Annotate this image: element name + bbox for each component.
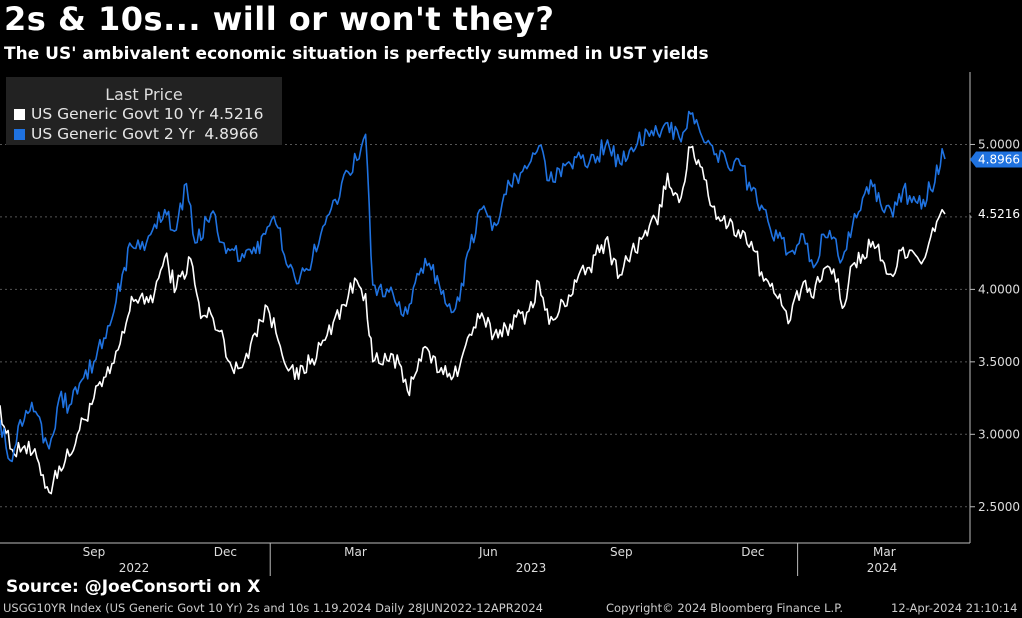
series-line-ten_year [0, 145, 946, 495]
year-label: 2024 [867, 561, 898, 575]
x-tick-label: Jun [478, 545, 498, 559]
y-tick-label: 4.0000 [978, 282, 1020, 296]
legend-swatch-2yr [14, 128, 25, 140]
legend-label-2yr: US Generic Govt 2 Yr [31, 125, 195, 143]
footer-copyright: Copyright© 2024 Bloomberg Finance L.P. [606, 601, 843, 615]
x-tick-label: Dec [741, 545, 764, 559]
footer-timestamp: 12-Apr-2024 21:10:14 [891, 601, 1018, 615]
svg-text:4.5216: 4.5216 [978, 207, 1020, 221]
legend: Last Price US Generic Govt 10 Yr 4.5216 … [6, 77, 282, 145]
y-tick-label: 3.0000 [978, 427, 1020, 441]
last-value-tag-two_year: 4.8966 [970, 151, 1022, 168]
y-tick-label: 2.5000 [978, 500, 1020, 514]
x-tick-label: Sep [83, 545, 106, 559]
series-line-two_year [0, 110, 946, 463]
x-tick-label: Dec [214, 545, 237, 559]
year-label: 2022 [119, 561, 150, 575]
y-tick-label: 5.0000 [978, 137, 1020, 151]
y-tick-label: 3.5000 [978, 355, 1020, 369]
x-tick-label: Mar [873, 545, 896, 559]
legend-value-10yr: 4.5216 [209, 105, 264, 123]
year-label: 2023 [516, 561, 547, 575]
last-value-tag-ten_year: 4.5216 [969, 205, 1022, 223]
svg-text:4.8966: 4.8966 [978, 152, 1020, 166]
chart-subtitle: The US' ambivalent economic situation is… [4, 44, 709, 64]
legend-item-2yr: US Generic Govt 2 Yr 4.8966 [14, 124, 282, 144]
legend-value-2yr: 4.8966 [204, 125, 259, 143]
x-tick-label: Sep [610, 545, 633, 559]
x-tick-label: Mar [344, 545, 367, 559]
legend-swatch-10yr [14, 108, 25, 120]
source-note: Source: @JoeConsorti on X [6, 577, 261, 597]
chart-title: 2s & 10s... will or won't they? [4, 0, 555, 38]
legend-header: Last Price [105, 85, 183, 104]
footer-index-info: USGG10YR Index (US Generic Govt 10 Yr) 2… [3, 601, 543, 615]
legend-label-10yr: US Generic Govt 10 Yr [31, 105, 205, 123]
legend-item-10yr: US Generic Govt 10 Yr 4.5216 [14, 104, 282, 124]
